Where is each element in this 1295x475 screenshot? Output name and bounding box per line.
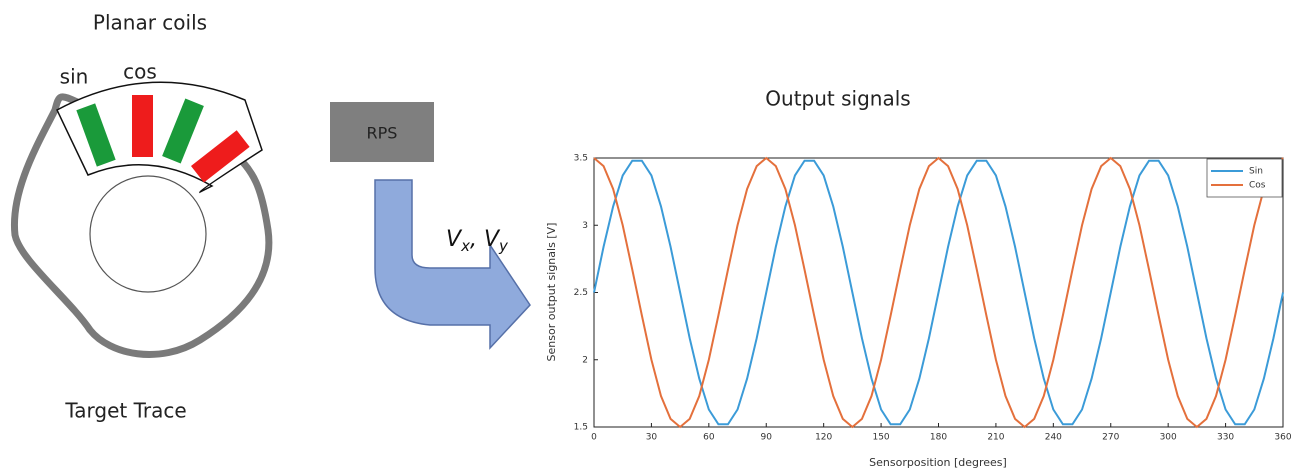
y-tick-label: 2 bbox=[582, 355, 588, 365]
coil-cos bbox=[132, 95, 153, 157]
y-tick-label: 3 bbox=[582, 221, 588, 231]
x-tick-label: 330 bbox=[1217, 433, 1234, 443]
x-tick-label: 360 bbox=[1274, 433, 1291, 443]
y-tick-label: 2.5 bbox=[574, 288, 588, 298]
target-label: Target Trace bbox=[64, 399, 186, 423]
y-tick-label: 1.5 bbox=[574, 423, 588, 433]
arrow-label-part: V bbox=[446, 227, 463, 252]
x-tick-label: 150 bbox=[872, 433, 889, 443]
x-tick-label: 0 bbox=[591, 433, 597, 443]
x-tick-label: 180 bbox=[930, 433, 947, 443]
coils-label: Planar coils bbox=[93, 11, 207, 35]
legend-box bbox=[1206, 158, 1283, 198]
series-line bbox=[593, 159, 1284, 426]
x-tick-label: 300 bbox=[1160, 433, 1177, 443]
chart-title: Output signals bbox=[765, 87, 910, 111]
x-tick-label: 30 bbox=[646, 433, 658, 443]
sin-label: sin bbox=[60, 65, 89, 89]
series-line bbox=[593, 156, 1284, 429]
cos-label: cos bbox=[123, 60, 157, 84]
legend-label: Cos bbox=[1249, 181, 1266, 191]
arrow-label-sub: x bbox=[460, 237, 470, 255]
x-tick-label: 270 bbox=[1102, 433, 1119, 443]
coil-sin bbox=[162, 98, 204, 164]
arrow-label-sub: y bbox=[498, 237, 509, 255]
x-tick-label: 60 bbox=[703, 433, 715, 443]
rps-block bbox=[330, 102, 434, 162]
x-axis-label: Sensorposition [degrees] bbox=[869, 456, 1007, 469]
arrow-label: Vx, Vy bbox=[446, 227, 509, 255]
y-axis-label: Sensor output signals [V] bbox=[545, 223, 558, 362]
coil-sin bbox=[76, 103, 116, 167]
x-tick-label: 90 bbox=[761, 433, 773, 443]
arrow bbox=[374, 179, 531, 350]
coil-cos bbox=[190, 130, 250, 183]
legend-label: Sin bbox=[1249, 167, 1263, 177]
y-tick-label: 3.5 bbox=[574, 154, 588, 164]
arrow-label-part: , V bbox=[470, 227, 501, 252]
target-circle bbox=[89, 175, 207, 293]
x-tick-label: 210 bbox=[987, 433, 1004, 443]
x-tick-label: 120 bbox=[815, 433, 832, 443]
rps-label: RPS bbox=[367, 124, 398, 143]
x-tick-label: 240 bbox=[1045, 433, 1062, 443]
